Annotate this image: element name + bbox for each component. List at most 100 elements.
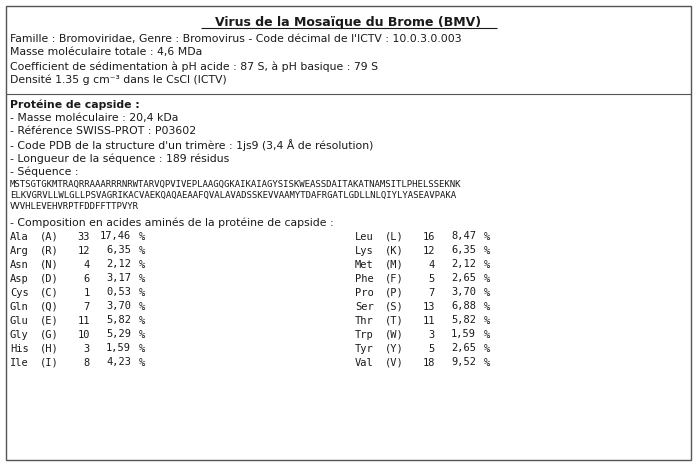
Text: %: % [484,329,490,340]
Text: Virus de la Mosaïque du Brome (BMV): Virus de la Mosaïque du Brome (BMV) [215,16,482,29]
Text: Ile: Ile [10,357,29,368]
Text: Glu: Glu [10,315,29,325]
Text: 5,29: 5,29 [106,329,131,340]
Text: 16: 16 [422,232,435,241]
Text: 4,23: 4,23 [106,357,131,368]
Text: 3,70: 3,70 [106,302,131,311]
Text: 13: 13 [422,302,435,311]
Text: 10: 10 [77,329,90,340]
Text: Masse moléculaire totale : 4,6 MDa: Masse moléculaire totale : 4,6 MDa [10,48,202,57]
Text: - Séquence :: - Séquence : [10,166,79,177]
Text: %: % [484,315,490,325]
Text: 8: 8 [84,357,90,368]
Text: - Masse moléculaire : 20,4 kDa: - Masse moléculaire : 20,4 kDa [10,112,178,123]
Text: %: % [484,343,490,354]
Text: (P): (P) [385,288,404,297]
Text: 17,46: 17,46 [100,232,131,241]
Text: Coefficient de sédimentation à pH acide : 87 S, à pH basique : 79 S: Coefficient de sédimentation à pH acide … [10,61,378,71]
Text: %: % [139,315,145,325]
Text: 12: 12 [77,246,90,255]
Text: 1,59: 1,59 [451,329,476,340]
Text: Gln: Gln [10,302,29,311]
Text: Phe: Phe [355,274,374,283]
Text: 1,59: 1,59 [106,343,131,354]
Text: 4: 4 [429,260,435,269]
Text: His: His [10,343,29,354]
Text: (C): (C) [40,288,59,297]
Text: 5,82: 5,82 [106,315,131,325]
Text: Arg: Arg [10,246,29,255]
Text: Leu: Leu [355,232,374,241]
Text: 5: 5 [429,274,435,283]
Text: %: % [139,246,145,255]
Text: VVVHLEVEHVRPTFDDFFTTPVYR: VVVHLEVEHVRPTFDDFFTTPVYR [10,202,139,211]
Text: 3: 3 [84,343,90,354]
Text: 2,65: 2,65 [451,343,476,354]
Text: (G): (G) [40,329,59,340]
Text: 9,52: 9,52 [451,357,476,368]
Text: Famille : Bromoviridae, Genre : Bromovirus - Code décimal de l'ICTV : 10.0.3.0.0: Famille : Bromoviridae, Genre : Bromovir… [10,34,461,44]
Text: Met: Met [355,260,374,269]
Text: 3,70: 3,70 [451,288,476,297]
Text: 2,12: 2,12 [451,260,476,269]
Text: (M): (M) [385,260,404,269]
Text: (H): (H) [40,343,59,354]
Text: %: % [139,357,145,368]
Text: %: % [484,302,490,311]
Text: 8,47: 8,47 [451,232,476,241]
Text: Protéine de capside :: Protéine de capside : [10,99,140,110]
Text: 3: 3 [429,329,435,340]
Text: Cys: Cys [10,288,29,297]
Text: (L): (L) [385,232,404,241]
Text: %: % [139,302,145,311]
Text: (K): (K) [385,246,404,255]
Text: Pro: Pro [355,288,374,297]
Text: (A): (A) [40,232,59,241]
Text: 12: 12 [422,246,435,255]
Text: 2,12: 2,12 [106,260,131,269]
Text: 6,35: 6,35 [451,246,476,255]
Text: - Longueur de la séquence : 189 résidus: - Longueur de la séquence : 189 résidus [10,153,229,164]
Text: 5,82: 5,82 [451,315,476,325]
Text: %: % [139,274,145,283]
Text: (Q): (Q) [40,302,59,311]
Text: (I): (I) [40,357,59,368]
Text: 4: 4 [84,260,90,269]
Text: (D): (D) [40,274,59,283]
Text: 0,53: 0,53 [106,288,131,297]
Text: 7: 7 [84,302,90,311]
Text: Trp: Trp [355,329,374,340]
Text: (N): (N) [40,260,59,269]
Text: Asp: Asp [10,274,29,283]
Text: (Y): (Y) [385,343,404,354]
Text: Val: Val [355,357,374,368]
Text: (W): (W) [385,329,404,340]
Text: 2,65: 2,65 [451,274,476,283]
Text: 1: 1 [84,288,90,297]
Text: (T): (T) [385,315,404,325]
Text: 18: 18 [422,357,435,368]
Text: (E): (E) [40,315,59,325]
Text: MSTSGTGKMTRAQRRAAARRRNRWTARVQPVIVEPLAAGQGKAIKAIAGYSISKWEASSDAITAKATNAMSITLPHELSS: MSTSGTGKMTRAQRRAAARRRNRWTARVQPVIVEPLAAGQ… [10,180,461,189]
Text: %: % [139,232,145,241]
Text: 11: 11 [422,315,435,325]
Text: Densité 1.35 g cm⁻³ dans le CsCl (ICTV): Densité 1.35 g cm⁻³ dans le CsCl (ICTV) [10,75,227,85]
Text: Tyr: Tyr [355,343,374,354]
Text: (F): (F) [385,274,404,283]
Text: - Référence SWISS-PROT : P03602: - Référence SWISS-PROT : P03602 [10,126,196,136]
Text: 6: 6 [84,274,90,283]
Text: Gly: Gly [10,329,29,340]
Text: %: % [484,246,490,255]
Text: Asn: Asn [10,260,29,269]
Text: Ser: Ser [355,302,374,311]
Text: (R): (R) [40,246,59,255]
Text: %: % [484,357,490,368]
Text: - Code PDB de la structure d'un trimère : 1js9 (3,4 Å de résolution): - Code PDB de la structure d'un trimère … [10,139,374,151]
Text: 7: 7 [429,288,435,297]
Text: 5: 5 [429,343,435,354]
Text: (V): (V) [385,357,404,368]
Text: %: % [139,288,145,297]
Text: ELKVGRVLLWLGLLPSVAGRIKACVAEKQAQAEAAFQVALAVADSSKEVVAAMYTDAFRGATLGDLLNLQIYLYASEAVP: ELKVGRVLLWLGLLPSVAGRIKACVAEKQAQAEAAFQVAL… [10,191,456,200]
Text: 6,88: 6,88 [451,302,476,311]
Text: %: % [484,288,490,297]
